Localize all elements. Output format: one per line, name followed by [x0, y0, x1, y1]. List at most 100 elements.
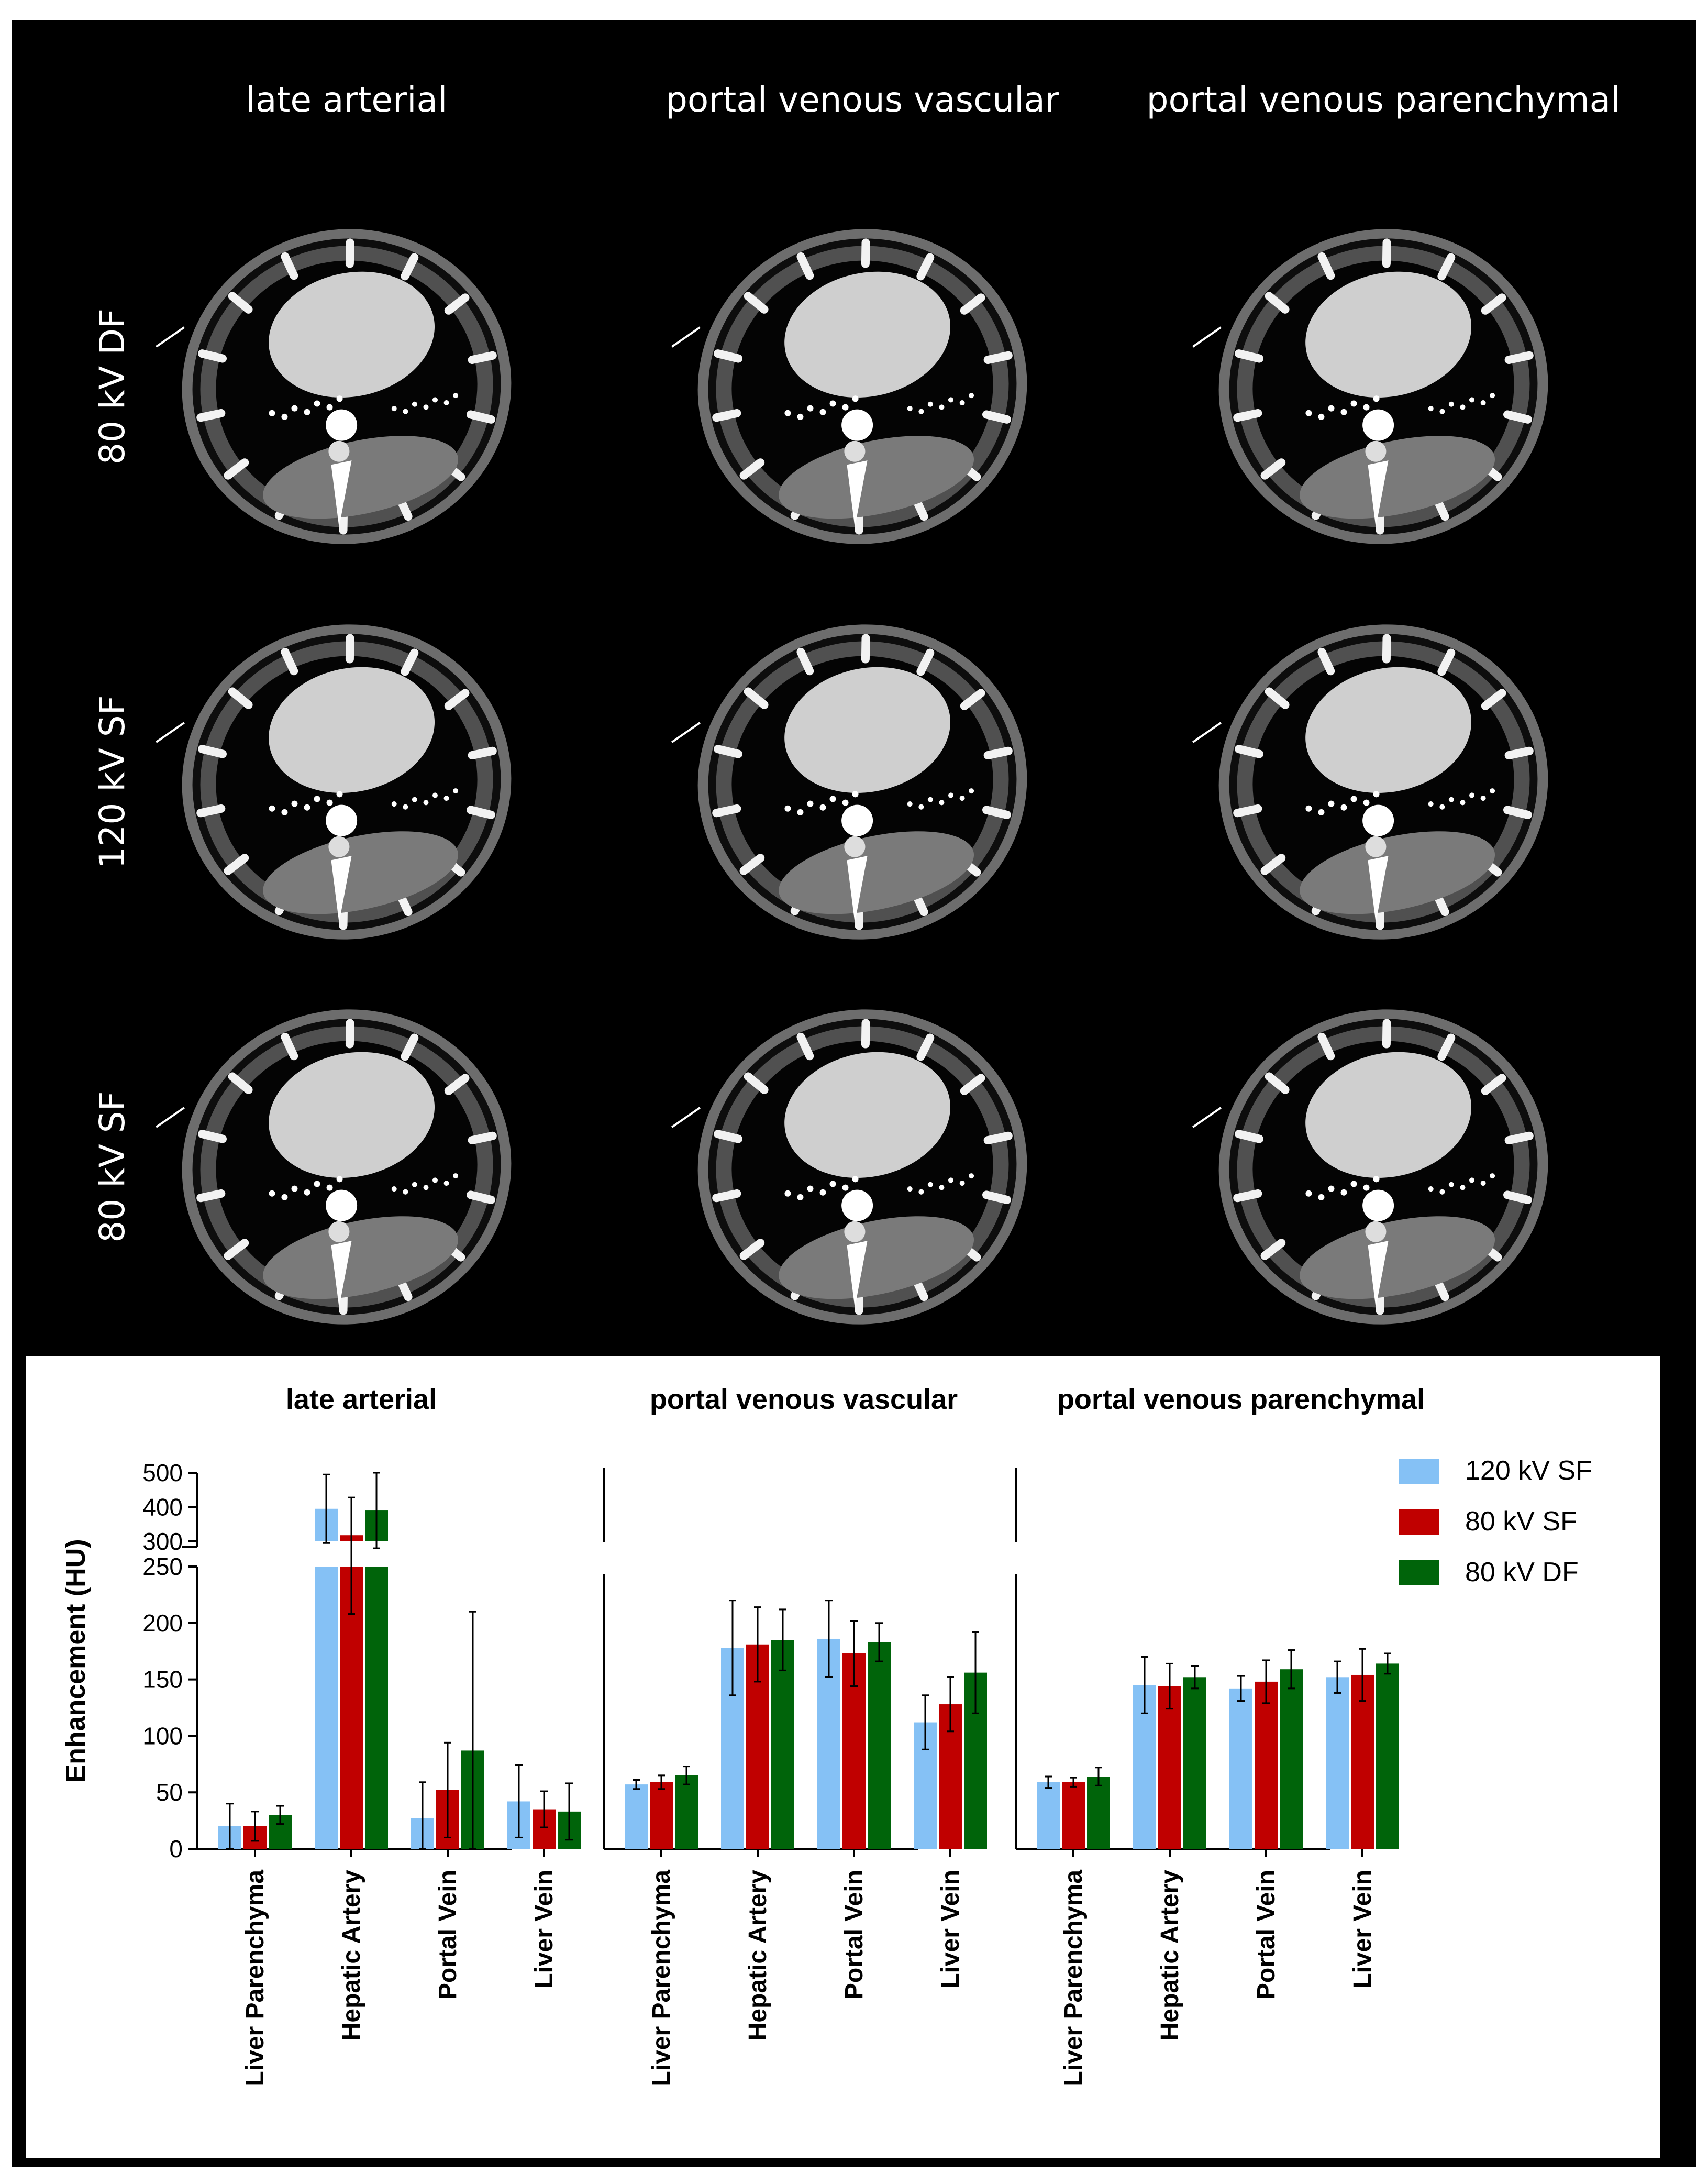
- vessel-dot: [1318, 1194, 1325, 1200]
- ct-slice: [156, 1009, 512, 1325]
- liver: [1305, 667, 1472, 793]
- rib: [1504, 351, 1534, 365]
- vessel-dot: [423, 800, 429, 806]
- bar: [1351, 1674, 1374, 1849]
- aorta: [326, 409, 358, 441]
- rib: [401, 253, 419, 281]
- vessel-dot: [1469, 792, 1474, 798]
- rib: [1481, 1074, 1506, 1095]
- aorta: [841, 804, 873, 836]
- rib: [983, 351, 1013, 365]
- rib: [224, 1239, 249, 1260]
- rib: [444, 293, 470, 315]
- rib: [1317, 252, 1335, 280]
- spine-process: [1368, 460, 1389, 527]
- x-tick-label: Hepatic Artery: [744, 1870, 772, 2041]
- vessel-dot: [326, 404, 333, 411]
- vessel-dot: [1439, 409, 1445, 414]
- rib: [744, 1072, 769, 1094]
- vessel-dot: [269, 1190, 275, 1197]
- vessel-dot: [969, 393, 974, 399]
- column-title: portal venous parenchymal: [1147, 80, 1621, 120]
- vessel-dot: [1428, 1186, 1434, 1192]
- y-tick-label: 250: [142, 1553, 183, 1580]
- chart-panel: Enhancement (HU) 0 50 100 150 200 250 300 400 500…: [26, 1356, 1660, 2158]
- bar: [1326, 1677, 1349, 1849]
- vessel-dot: [1350, 796, 1357, 802]
- rib: [712, 409, 741, 422]
- rib: [960, 293, 985, 315]
- spine-process: [1368, 1241, 1389, 1308]
- ct-slice: [156, 229, 512, 544]
- vessel-dot: [453, 788, 459, 794]
- ct-slice: [1192, 1009, 1548, 1325]
- y-tick-label: 0: [169, 1835, 183, 1862]
- x-tick-label: Liver Parenchyma: [1060, 1870, 1088, 2087]
- rib: [744, 687, 769, 709]
- rib: [1382, 1019, 1391, 1049]
- rib: [982, 1190, 1011, 1204]
- vessel-dot: [391, 406, 397, 412]
- rib: [960, 689, 985, 710]
- vessel-dot: [948, 1177, 953, 1183]
- vessel-dot: [842, 1184, 849, 1191]
- rib: [1265, 292, 1290, 314]
- vessel-dot: [1469, 397, 1474, 403]
- rib: [1235, 745, 1263, 758]
- ct-image-panel: late arterial portal venous vascular porta…: [12, 20, 1696, 1340]
- bar: [1062, 1782, 1085, 1849]
- vessel-dot: [291, 405, 298, 412]
- panel-title: portal venous vascular: [650, 1384, 958, 1415]
- bar: [675, 1775, 698, 1849]
- rib: [714, 349, 742, 363]
- rib: [1382, 634, 1391, 664]
- vertebra: [844, 1221, 866, 1242]
- vessel-dot: [948, 397, 953, 403]
- rib: [281, 252, 298, 280]
- ct-slice: [156, 624, 512, 940]
- vessel-dot: [1305, 805, 1312, 812]
- rib: [444, 1074, 470, 1095]
- vertebra: [1365, 836, 1387, 857]
- rib: [983, 746, 1013, 760]
- vessel-dot: [1460, 1185, 1466, 1190]
- rib: [960, 1074, 985, 1095]
- y-tick-label: 200: [142, 1609, 183, 1637]
- vessel-dot: [927, 1182, 933, 1187]
- vessel-dot: [1490, 393, 1495, 399]
- vessel-dot: [784, 1190, 791, 1197]
- rib: [1481, 293, 1506, 315]
- vessel-dot: [1490, 788, 1495, 794]
- x-tick-label: Liver Parenchyma: [241, 1870, 269, 2087]
- vessel-dot: [907, 801, 913, 807]
- bar: [1087, 1777, 1110, 1849]
- rib: [1233, 409, 1262, 422]
- vessel-dot: [336, 1176, 343, 1183]
- y-tick-label: 100: [142, 1722, 183, 1749]
- legend-swatch: [1399, 1560, 1439, 1585]
- rib: [916, 1033, 935, 1061]
- rib: [468, 1131, 497, 1145]
- rib: [739, 1239, 765, 1260]
- vessel-dot: [1428, 406, 1434, 412]
- vessel-dot: [784, 805, 791, 812]
- vessel-dot: [281, 1194, 288, 1200]
- rib: [796, 1032, 814, 1061]
- rib: [198, 1130, 227, 1143]
- vessel-dot: [1373, 1176, 1380, 1183]
- vessel-dot: [852, 1176, 859, 1183]
- ct-image-grid: late arterial portal venous vascular porta…: [92, 80, 1621, 1325]
- rib: [467, 1190, 495, 1204]
- aorta: [326, 1189, 358, 1221]
- rib: [1503, 1190, 1532, 1204]
- vessel-dot: [907, 406, 913, 412]
- vessel-dot: [403, 1189, 408, 1195]
- row-label: 120 kV SF: [92, 695, 132, 868]
- vessel-dot: [1318, 809, 1325, 815]
- bar: [365, 1567, 388, 1849]
- table-marker: [1192, 1107, 1222, 1128]
- vessel-dot: [829, 1181, 836, 1187]
- rib: [468, 351, 497, 365]
- vessel-dot: [314, 1181, 320, 1187]
